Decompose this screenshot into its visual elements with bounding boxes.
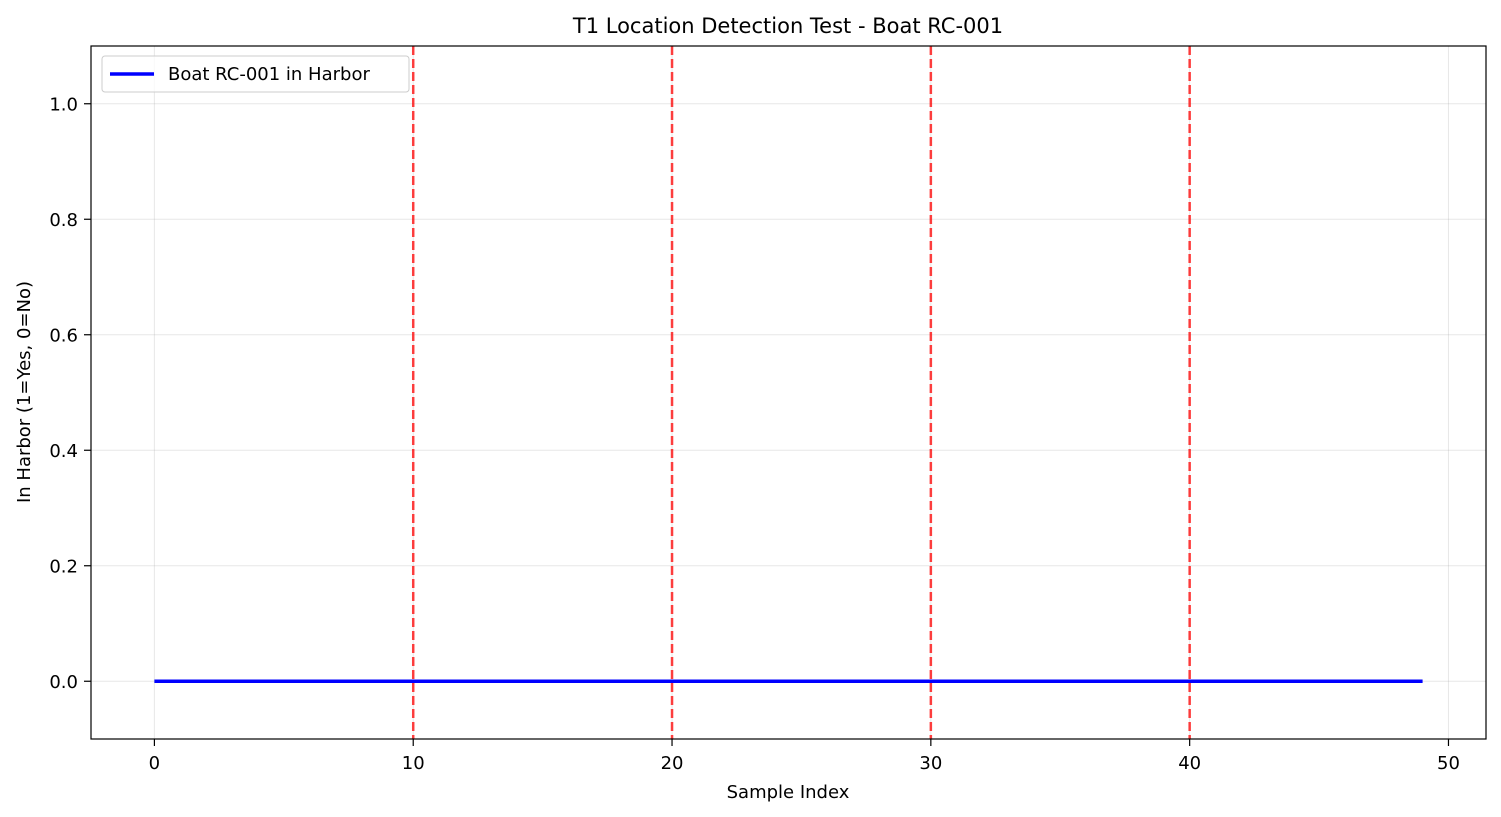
y-tick-label: 1.0 bbox=[49, 94, 78, 115]
legend-box bbox=[101, 55, 410, 93]
x-axis-ticks: 0 10 20 30 40 50 bbox=[149, 739, 1460, 774]
y-tick-label: 0.6 bbox=[49, 325, 78, 346]
y-tick-label: 0.8 bbox=[49, 210, 78, 231]
y-tick-label: 0.0 bbox=[49, 672, 78, 693]
y-tick-label: 0.4 bbox=[49, 441, 78, 462]
x-axis-label: Sample Index bbox=[727, 782, 850, 803]
chart-title: T1 Location Detection Test - Boat RC-001 bbox=[572, 14, 1003, 38]
legend-label: Boat RC-001 in Harbor bbox=[168, 64, 370, 85]
y-tick-label: 0.2 bbox=[49, 556, 78, 577]
y-axis-label: In Harbor (1=Yes, 0=No) bbox=[14, 281, 35, 503]
reference-lines bbox=[411, 46, 1191, 739]
y-axis-ticks: 0.0 0.2 0.4 0.6 0.8 1.0 bbox=[49, 94, 91, 693]
x-tick-label: 0 bbox=[149, 753, 160, 774]
x-tick-label: 50 bbox=[1437, 753, 1460, 774]
x-tick-label: 20 bbox=[661, 753, 684, 774]
x-tick-label: 10 bbox=[402, 753, 425, 774]
plot-frame bbox=[90, 45, 1487, 740]
x-tick-label: 40 bbox=[1178, 753, 1201, 774]
legend: Boat RC-001 in Harbor bbox=[101, 55, 410, 93]
x-tick-label: 30 bbox=[919, 753, 942, 774]
